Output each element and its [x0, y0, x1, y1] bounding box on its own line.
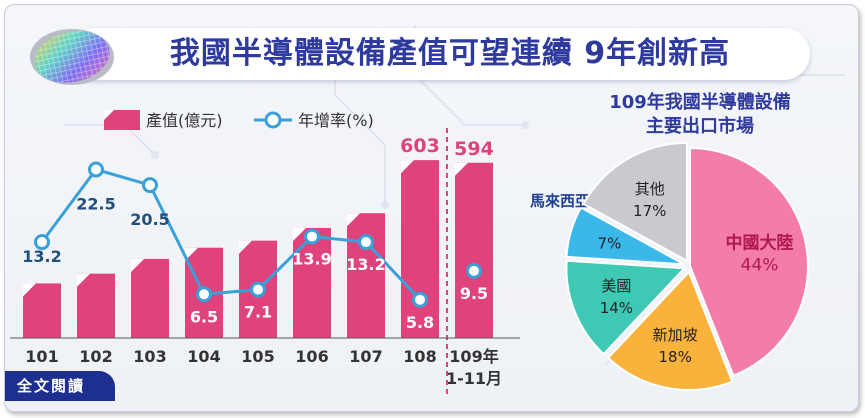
combo-chart: 產值(億元) 年增率(%) 603 594 13.222.520.56.5 7.113…	[10, 110, 520, 395]
bar-1	[77, 273, 115, 338]
growth-line-series: 13.2 22.5 20.5 6.5 7.1 13.9 13.2 5.8 9.5	[22, 161, 488, 332]
growth-point-7: 5.8	[406, 291, 434, 332]
bar-2	[131, 258, 169, 338]
growth-marker	[358, 234, 374, 251]
growth-point-3: 6.5	[190, 286, 218, 326]
bar-notch	[185, 247, 198, 261]
title-banner	[70, 28, 810, 80]
x-tick-label: 104	[187, 347, 220, 366]
growth-point-5: 13.9	[292, 228, 332, 269]
growth-point-0: 13.2	[22, 234, 62, 266]
x-tick-label: 107	[349, 347, 382, 366]
growth-value-label: 13.2	[346, 255, 385, 274]
growth-point-1: 22.5	[76, 161, 116, 214]
pie-title-line-1: 109年我國半導體設備	[609, 92, 791, 113]
bar-7: 603	[400, 135, 440, 338]
bar-notch	[23, 283, 36, 297]
chart-legend: 產值(億元) 年增率(%)	[104, 110, 374, 130]
x-tick-label: 105	[241, 347, 274, 366]
bar-rect	[23, 283, 61, 338]
bar-series: 603 594	[23, 135, 494, 338]
x-tick-label: 101	[25, 347, 58, 366]
growth-line	[40, 167, 422, 301]
growth-value-label: 22.5	[76, 195, 115, 214]
bar-notch	[239, 240, 252, 254]
bar-8: 594	[454, 138, 494, 338]
x-tick-label: 109年	[449, 347, 498, 366]
bar-0	[23, 283, 61, 338]
bar-value-label: 594	[454, 138, 494, 160]
growth-value-label: 20.5	[130, 210, 169, 229]
growth-value-label: 6.5	[190, 307, 218, 326]
pie-title-line-2: 主要出口市場	[646, 116, 754, 137]
growth-point-4: 7.1	[244, 281, 272, 322]
bar-notch	[401, 160, 414, 174]
growth-value-label: 13.9	[292, 250, 331, 269]
wafer-icon	[30, 29, 114, 85]
bar-notch	[77, 273, 90, 287]
growth-marker	[304, 228, 320, 245]
bar-6	[347, 213, 385, 338]
legend-label-growth: 年增率(%)	[298, 111, 374, 130]
growth-value-label: 7.1	[244, 303, 272, 322]
growth-value-label: 13.2	[22, 247, 61, 266]
bar-rect	[131, 258, 169, 338]
growth-marker	[88, 161, 104, 178]
growth-marker	[466, 262, 482, 279]
growth-point-8: 9.5	[460, 262, 488, 303]
growth-point-6: 13.2	[346, 234, 386, 274]
bar-value-label: 603	[400, 135, 440, 157]
growth-point-2: 20.5	[130, 177, 170, 229]
x-tick-label: 108	[403, 347, 436, 366]
growth-value-label: 9.5	[460, 284, 488, 303]
bar-notch	[455, 162, 468, 176]
legend-label-output: 產值(億元)	[146, 111, 223, 130]
bar-5	[293, 227, 331, 338]
bar-notch	[131, 258, 144, 272]
bar-rect	[401, 160, 439, 338]
x-tick-label: 106	[295, 347, 328, 366]
bar-notch	[293, 227, 306, 241]
x-tick-label: 103	[133, 347, 166, 366]
legend-bar-notch	[104, 110, 114, 120]
growth-marker	[250, 281, 266, 298]
bar-rect	[77, 273, 115, 338]
x-tick-label: 1-11月	[446, 369, 502, 388]
growth-marker	[34, 234, 50, 251]
bar-rect	[455, 162, 493, 338]
bar-notch	[347, 213, 360, 227]
bar-rect	[293, 227, 331, 338]
legend-line-marker	[264, 111, 282, 129]
growth-marker	[142, 177, 158, 194]
growth-marker	[412, 291, 428, 308]
bar-rect	[347, 213, 385, 338]
read-more-button[interactable]: 全文閱讀	[5, 371, 115, 401]
growth-marker	[196, 286, 212, 303]
page-title: 我國半導體設備產值可望連續 9年創新高	[169, 36, 731, 71]
legend-bar-swatch	[104, 110, 140, 130]
x-tick-label: 102	[79, 347, 112, 366]
growth-value-label: 5.8	[406, 313, 434, 332]
x-axis: 101 102 103 104 105 106 107 108 109年 1-11月	[10, 128, 520, 395]
